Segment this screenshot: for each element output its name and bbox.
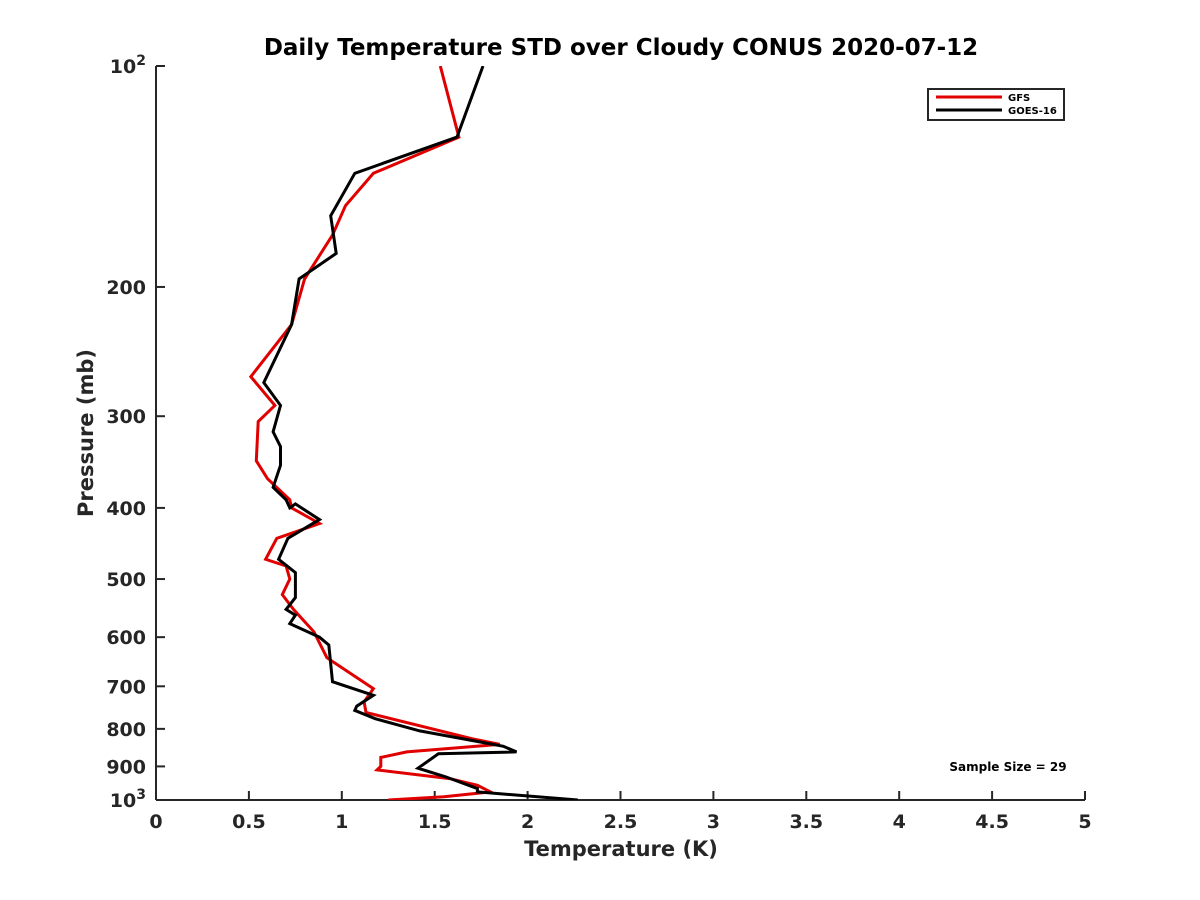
y-tick-label: 900	[106, 756, 146, 778]
x-tick-label: 0	[149, 811, 162, 833]
x-tick-label: 2.5	[604, 811, 638, 833]
chart-title: Daily Temperature STD over Cloudy CONUS …	[264, 35, 978, 61]
y-tick-label: 300	[106, 406, 146, 428]
legend-box	[927, 88, 1065, 121]
legend: GFS GOES-16	[927, 88, 1065, 121]
y-tick-label: 400	[106, 498, 146, 520]
plot-area: 0 0.5 1 1.5 2 2.5 3 3.5 4 4.5 5 102 200 300 400 500 600 7…	[106, 53, 1091, 833]
y-tick-label: 200	[106, 277, 146, 299]
legend-label-goes-16: GOES-16	[1008, 106, 1057, 117]
x-tick-label: 3	[707, 811, 720, 833]
series-group	[248, 66, 578, 800]
x-tick-label: 0.5	[232, 811, 266, 833]
y-tick-label: 600	[106, 627, 146, 649]
y-tick-label: 103	[110, 787, 146, 812]
x-tick-label: 3.5	[789, 811, 823, 833]
x-axis-label: Temperature (K)	[524, 837, 718, 861]
series-line-goes-16	[262, 66, 578, 800]
y-tick-label: 800	[106, 719, 146, 741]
y-tick-label: 700	[106, 676, 146, 698]
y-tick-label: 102	[110, 53, 146, 78]
x-tick-label: 5	[1078, 811, 1091, 833]
legend-label-gfs: GFS	[1008, 93, 1030, 104]
y-axis-label: Pressure (mb)	[74, 349, 98, 517]
x-tick-label: 1.5	[418, 811, 452, 833]
x-tick-label: 4.5	[975, 811, 1009, 833]
sample-size-annotation: Sample Size = 29	[949, 760, 1066, 774]
x-tick-label: 4	[893, 811, 906, 833]
x-tick-label: 2	[521, 811, 534, 833]
x-tick-label: 1	[335, 811, 348, 833]
y-tick-label: 500	[106, 569, 146, 591]
series-line-gfs	[248, 66, 501, 800]
